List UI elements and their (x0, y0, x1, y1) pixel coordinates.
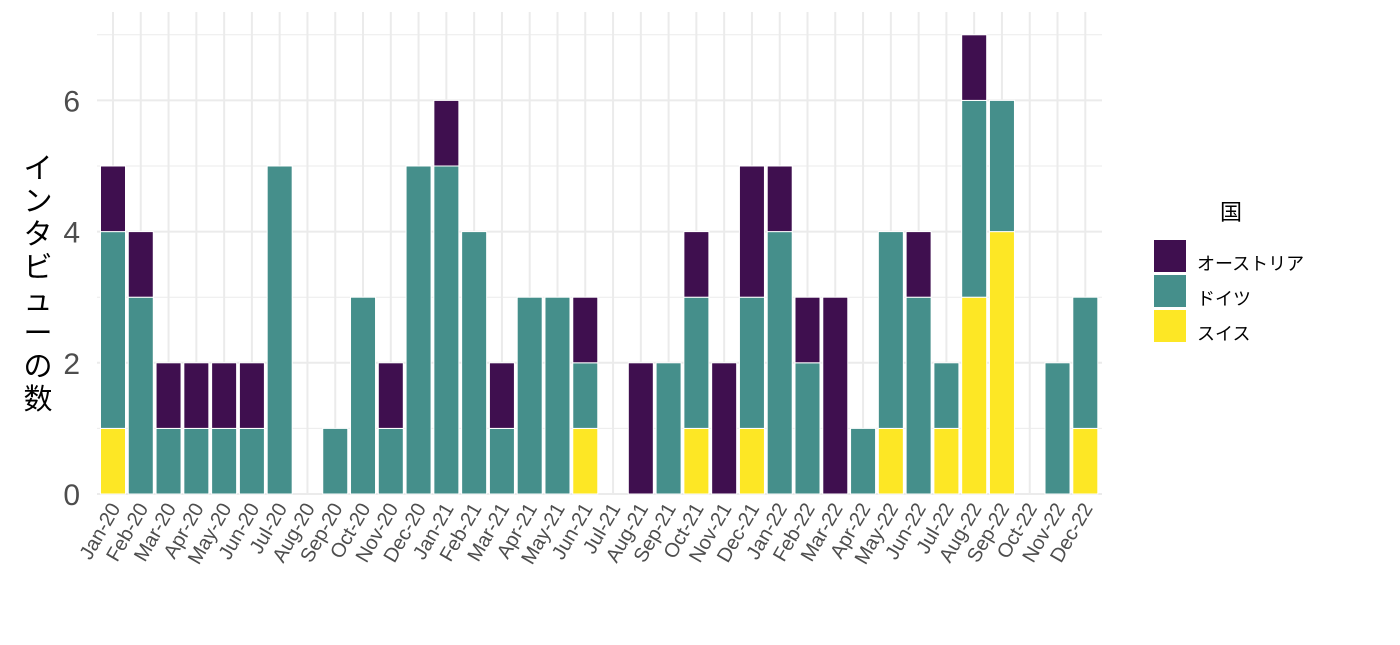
bar-segment (433, 99, 460, 167)
legend-label: オーストリア (1197, 254, 1304, 275)
legend-key (1154, 275, 1186, 307)
y-axis-ticks: 0 2 4 6 (63, 85, 80, 512)
bar-segment (127, 296, 154, 495)
y-axis-label-char: ン (23, 184, 52, 218)
y-tick-label: 4 (63, 217, 80, 250)
bar-segment (211, 362, 238, 429)
bar-segment (766, 231, 793, 495)
bar-segment (877, 427, 904, 495)
bar-segment (822, 296, 849, 495)
legend-label: スイス (1197, 324, 1250, 345)
bar-segment (988, 231, 1015, 495)
bar-segment (961, 99, 988, 298)
bar-segment (488, 362, 515, 429)
bar-segment (100, 231, 126, 429)
bar-segment (100, 165, 126, 233)
bar-segment (794, 362, 821, 495)
bar-segment (627, 362, 654, 495)
y-axis-label-char: 数 (23, 382, 52, 416)
bar-segment (238, 427, 265, 495)
bar-segment (516, 296, 543, 495)
bar-segment (1044, 362, 1071, 495)
bar-segment (738, 427, 765, 495)
bar-segment (100, 427, 126, 495)
bar-segment (766, 165, 793, 233)
bar-segment (405, 165, 432, 495)
bar-segment (350, 296, 377, 495)
bar-segment (711, 362, 738, 495)
bar-segment (377, 427, 404, 495)
bar-segment (1072, 427, 1099, 495)
y-axis-label-char: イ (23, 151, 52, 185)
legend-key (1154, 310, 1186, 342)
bar-segment (433, 165, 460, 495)
bar-segment (461, 231, 488, 495)
bar-segment (183, 427, 210, 495)
legend-title: 国 (1220, 201, 1242, 226)
bar-segment (238, 362, 265, 429)
bar-segment (155, 427, 182, 495)
bar-segment (905, 231, 932, 298)
y-tick-label: 0 (63, 479, 80, 512)
bar-segment (655, 362, 682, 495)
legend-label: ドイツ (1197, 289, 1251, 310)
bar-segment (488, 427, 515, 495)
bar-segment (683, 427, 710, 495)
bar-segment (961, 296, 988, 495)
y-axis-label: インタビューの数 (23, 151, 52, 416)
bar-segment (683, 296, 710, 429)
bar-segment (961, 34, 988, 101)
y-tick-label: 6 (63, 85, 80, 118)
y-axis-label-char: ビ (23, 250, 52, 284)
bar-segment (988, 99, 1015, 233)
bar-segment (1072, 296, 1099, 429)
bar-segment (933, 427, 960, 495)
bar-segment (877, 231, 904, 429)
bar-segment (155, 362, 182, 429)
legend-key (1154, 240, 1186, 272)
bars (100, 34, 1099, 495)
y-axis-label-char: ュ (23, 283, 52, 317)
bar-segment (377, 362, 404, 429)
bar-segment (683, 231, 710, 298)
bar-segment (211, 427, 238, 495)
y-axis-label-char: ー (23, 316, 52, 350)
x-axis-ticks: Jan-20Feb-20Mar-20Apr-20May-20Jun-20Jul-… (76, 499, 1098, 568)
bar-segment (794, 296, 821, 364)
bar-segment (572, 362, 599, 429)
y-axis-label-char: タ (23, 217, 52, 251)
bar-segment (572, 296, 599, 364)
bar-segment (850, 427, 877, 495)
bar-segment (933, 362, 960, 429)
bar-segment (572, 427, 599, 495)
bar-segment (322, 427, 349, 495)
bar-segment (544, 296, 571, 495)
y-axis-label-char: の (23, 349, 52, 383)
bar-segment (266, 165, 293, 495)
bar-segment (905, 296, 932, 495)
bar-segment (738, 165, 765, 298)
bar-segment (183, 362, 210, 429)
bar-segment (738, 296, 765, 429)
bar-segment (127, 231, 154, 298)
y-tick-label: 2 (63, 348, 80, 381)
